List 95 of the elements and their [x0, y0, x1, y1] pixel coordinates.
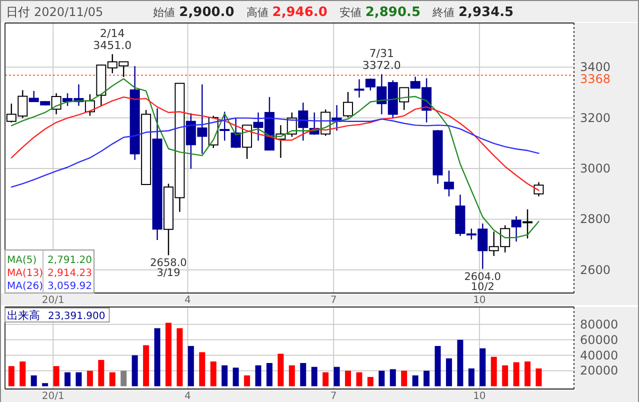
annotation: 23,391.900	[48, 311, 106, 322]
annotation: 2604.0 10/2	[464, 270, 502, 293]
bar	[222, 365, 228, 386]
x-tick-label: 4	[184, 391, 191, 402]
bar	[502, 365, 508, 386]
annotation: 2,791.20	[47, 255, 92, 266]
y-tick-label: 40000	[580, 348, 618, 362]
y-tick-label: 3400	[580, 60, 611, 74]
bar	[165, 322, 172, 386]
bar	[30, 375, 37, 386]
bar	[322, 372, 329, 386]
x-tick-label: 20/1	[42, 391, 64, 402]
bar	[367, 376, 374, 386]
candlestick	[399, 87, 410, 111]
bar	[490, 356, 497, 386]
annotation: 2/14 3451.0	[93, 27, 132, 52]
bar	[8, 366, 14, 386]
bar	[132, 355, 138, 386]
bar	[424, 370, 430, 386]
annotation: 2658.0 3/19	[150, 257, 187, 280]
bar	[457, 340, 464, 386]
bar	[42, 383, 48, 386]
text: MA(26)	[7, 281, 44, 292]
bar	[288, 365, 295, 386]
text: 日付 2020/11/05	[6, 5, 104, 19]
y-tick-label: 20000	[580, 364, 618, 378]
y-tick-label: 3000	[580, 162, 611, 176]
bar	[412, 375, 418, 386]
bar	[53, 366, 60, 386]
y-tick-label: 3200	[580, 110, 611, 125]
bar	[536, 368, 542, 386]
candlestick	[220, 111, 230, 142]
chart-title: 出来高	[7, 309, 40, 322]
bar	[468, 368, 474, 386]
bar	[154, 328, 160, 386]
candlestick	[511, 216, 522, 242]
bar	[378, 370, 385, 386]
candlestick	[230, 116, 241, 149]
text: MA(5)	[7, 255, 37, 266]
bar	[20, 361, 26, 386]
bar	[188, 346, 194, 386]
bar	[401, 370, 408, 386]
x-tick-label: 10	[473, 295, 486, 306]
bar	[300, 363, 306, 386]
y-tick-label: 2600	[580, 262, 611, 277]
bar	[64, 372, 71, 386]
bar	[76, 372, 82, 386]
bar	[210, 361, 216, 386]
text: 始値 2,900.0	[153, 5, 234, 20]
bar	[345, 370, 352, 386]
candlestick	[522, 208, 533, 240]
text: 安値 2,890.5	[339, 5, 420, 20]
x-tick-label: 7	[330, 295, 337, 306]
bar	[390, 369, 396, 386]
bar	[86, 370, 93, 386]
y-tick-label: 2800	[580, 212, 611, 226]
bar	[244, 375, 250, 386]
bar	[480, 348, 486, 386]
bar	[524, 361, 531, 386]
x-tick-label: 20/1	[42, 295, 64, 306]
bar	[109, 372, 116, 386]
candlestick	[343, 91, 354, 118]
x-tick-label: 7	[330, 391, 337, 402]
bar	[176, 328, 183, 386]
bar	[199, 352, 206, 386]
x-tick-label: 4	[184, 295, 191, 306]
ref-line-label: 3368	[580, 72, 611, 86]
bar	[434, 346, 441, 386]
candlestick	[444, 170, 454, 198]
bar	[356, 372, 362, 386]
bar	[278, 354, 284, 386]
candlestick	[298, 102, 308, 142]
bar	[255, 365, 262, 386]
text: 終値 2,934.5	[432, 5, 514, 20]
annotation: 7/31 3372.0	[362, 47, 401, 72]
y-tick-label: 60000	[580, 332, 618, 347]
candlestick	[354, 78, 364, 98]
candlestick	[242, 124, 252, 160]
bar	[143, 345, 150, 386]
bar	[120, 370, 127, 386]
bar	[513, 362, 520, 386]
bar	[311, 366, 318, 386]
bar	[232, 368, 239, 386]
bar	[98, 360, 104, 386]
candlestick	[534, 182, 544, 197]
bar	[266, 363, 272, 386]
text: 高値 2,946.0	[246, 5, 328, 20]
bar	[334, 366, 340, 386]
y-tick-label: 80000	[580, 317, 618, 332]
annotation: 2,914.23	[47, 268, 92, 279]
x-tick-label: 10	[473, 391, 486, 402]
text: MA(13)	[7, 268, 44, 279]
candlestick	[51, 92, 62, 115]
bar	[446, 358, 452, 386]
annotation: 3,059.92	[47, 281, 92, 292]
